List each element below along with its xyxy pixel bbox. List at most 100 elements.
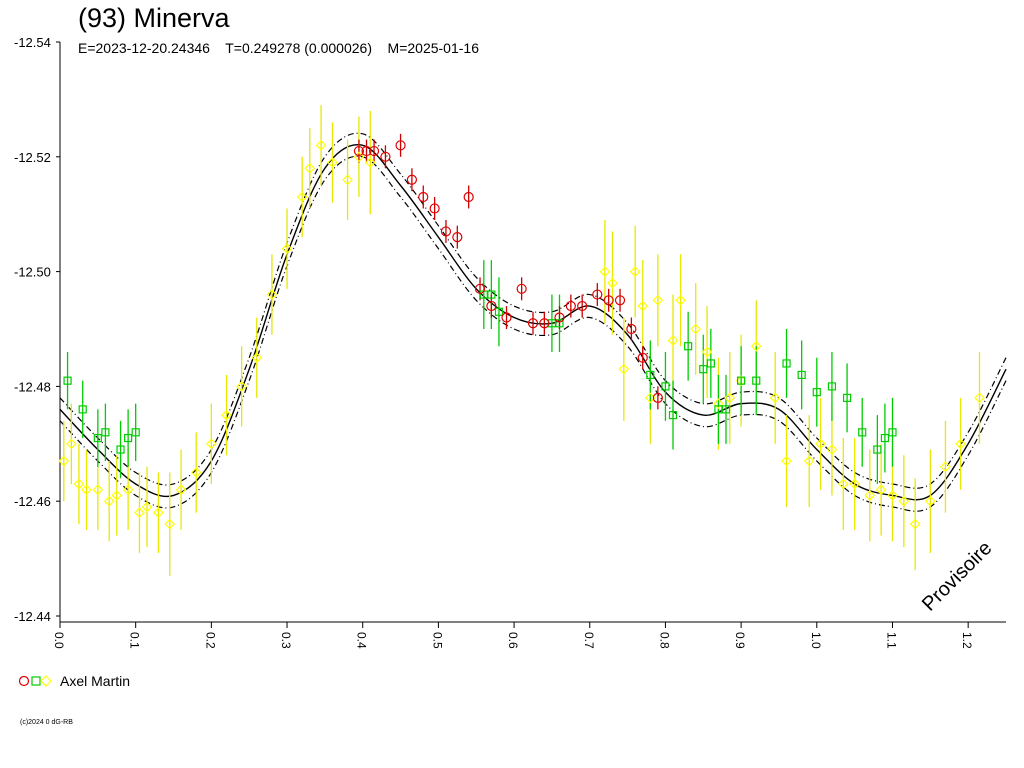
data-point-square — [812, 388, 821, 397]
data-point-diamond — [164, 518, 176, 530]
data-point-diamond — [769, 392, 781, 404]
data-point-square — [752, 376, 761, 385]
data-point-diamond — [342, 174, 353, 186]
data-point-diamond — [153, 507, 164, 519]
data-point-diamond — [898, 495, 910, 507]
y-tick-label: -12.50 — [14, 265, 51, 280]
data-point-circle — [539, 318, 550, 329]
data-point-square — [487, 290, 496, 299]
data-point-square — [699, 365, 708, 374]
data-point-circle — [652, 392, 663, 403]
data-point-diamond — [327, 157, 338, 168]
data-point-diamond — [364, 157, 376, 168]
data-point-square — [797, 370, 806, 380]
data-point-diamond — [281, 243, 293, 254]
data-point-diamond — [190, 467, 202, 478]
data-point-square — [880, 433, 890, 443]
data-point-diamond — [652, 294, 664, 306]
data-point-diamond — [713, 398, 724, 409]
x-tick-label: 0.0 — [52, 632, 66, 649]
data-point-diamond — [826, 444, 838, 455]
y-tick-label: -12.46 — [14, 494, 51, 509]
data-point-diamond — [924, 495, 936, 507]
data-point-diamond — [837, 478, 849, 490]
legend-observer-label: Axel Martin — [60, 673, 131, 689]
data-point-circle — [626, 323, 637, 335]
data-point-circle — [440, 226, 452, 237]
legend-square-marker — [31, 676, 41, 686]
data-point-square — [101, 428, 110, 437]
data-point-square — [494, 307, 504, 316]
data-point-diamond — [781, 455, 792, 467]
data-point-circle — [592, 289, 603, 300]
data-point-square — [858, 428, 867, 437]
data-point-diamond — [236, 381, 247, 392]
data-point-diamond — [701, 346, 713, 358]
data-point-diamond — [304, 162, 316, 174]
data-point-circle — [418, 191, 429, 203]
data-point-circle — [395, 140, 406, 151]
data-point-diamond — [864, 490, 876, 501]
data-point-circle — [474, 283, 486, 294]
data-point-square — [684, 342, 693, 351]
fit-lower-bound — [59, 155, 1007, 512]
x-tick-label: 0.8 — [657, 632, 671, 649]
data-point-square — [721, 405, 731, 414]
data-point-diamond — [141, 501, 153, 513]
data-point-diamond — [353, 151, 365, 163]
data-point-square — [827, 382, 837, 391]
data-point-square — [124, 433, 133, 443]
x-tick-label: 1.1 — [884, 632, 898, 649]
x-tick-label: 0.1 — [128, 632, 142, 649]
y-tick-label: -12.48 — [14, 379, 51, 394]
x-tick-label: 0.4 — [355, 632, 369, 649]
data-point-diamond — [206, 438, 217, 450]
data-point-diamond — [618, 363, 630, 375]
x-tick-label: 1.0 — [809, 632, 823, 649]
data-point-circle — [603, 295, 614, 306]
data-point-diamond — [58, 455, 70, 467]
data-point-diamond — [887, 490, 898, 501]
data-point-square — [661, 382, 670, 391]
data-point-diamond — [251, 352, 263, 364]
data-point-diamond — [955, 438, 966, 450]
legend-circle-marker — [18, 675, 30, 687]
data-point-circle — [614, 295, 626, 306]
data-point-diamond — [111, 490, 123, 501]
data-point-square — [873, 445, 882, 454]
data-point-square — [668, 411, 678, 420]
data-point-square — [842, 393, 852, 402]
data-point-circle — [353, 145, 365, 157]
data-point-diamond — [103, 495, 115, 507]
data-point-diamond — [974, 392, 985, 404]
data-point-square — [78, 405, 87, 414]
y-tick-label: -12.52 — [14, 150, 51, 165]
chart-subtitle: E=2023-12-20.24346 T=0.249278 (0.000026)… — [78, 40, 479, 56]
data-point-diamond — [724, 392, 736, 404]
data-point-diamond — [637, 300, 649, 312]
x-tick-label: 1.2 — [960, 632, 974, 649]
x-tick-label: 0.5 — [430, 632, 444, 649]
data-point-circle — [452, 232, 463, 243]
data-point-circle — [577, 300, 588, 312]
data-point-diamond — [803, 455, 815, 467]
data-point-circle — [527, 318, 539, 329]
data-point-diamond — [690, 323, 702, 335]
error-bars — [63, 105, 981, 576]
axis-ticks: -12.54 -12.52 -12.50 -12.48 -12.46 -12.440.0 0… — [14, 35, 974, 649]
data-point-square — [782, 359, 791, 368]
x-tick-label: 0.6 — [506, 632, 520, 649]
data-point-diamond — [599, 266, 611, 277]
data-point-diamond — [175, 484, 187, 496]
legend-markers — [18, 675, 52, 687]
y-tick-label: -12.54 — [14, 35, 51, 50]
fit-upper-bound — [59, 132, 1007, 489]
data-point-diamond — [134, 507, 145, 519]
data-point-diamond — [940, 461, 951, 473]
data-point-circle — [501, 312, 512, 323]
data-point-circle — [463, 191, 474, 203]
data-point-circle — [368, 145, 380, 157]
data-point-diamond — [296, 191, 308, 203]
data-point-diamond — [221, 409, 232, 421]
data-point-circle — [486, 300, 497, 312]
